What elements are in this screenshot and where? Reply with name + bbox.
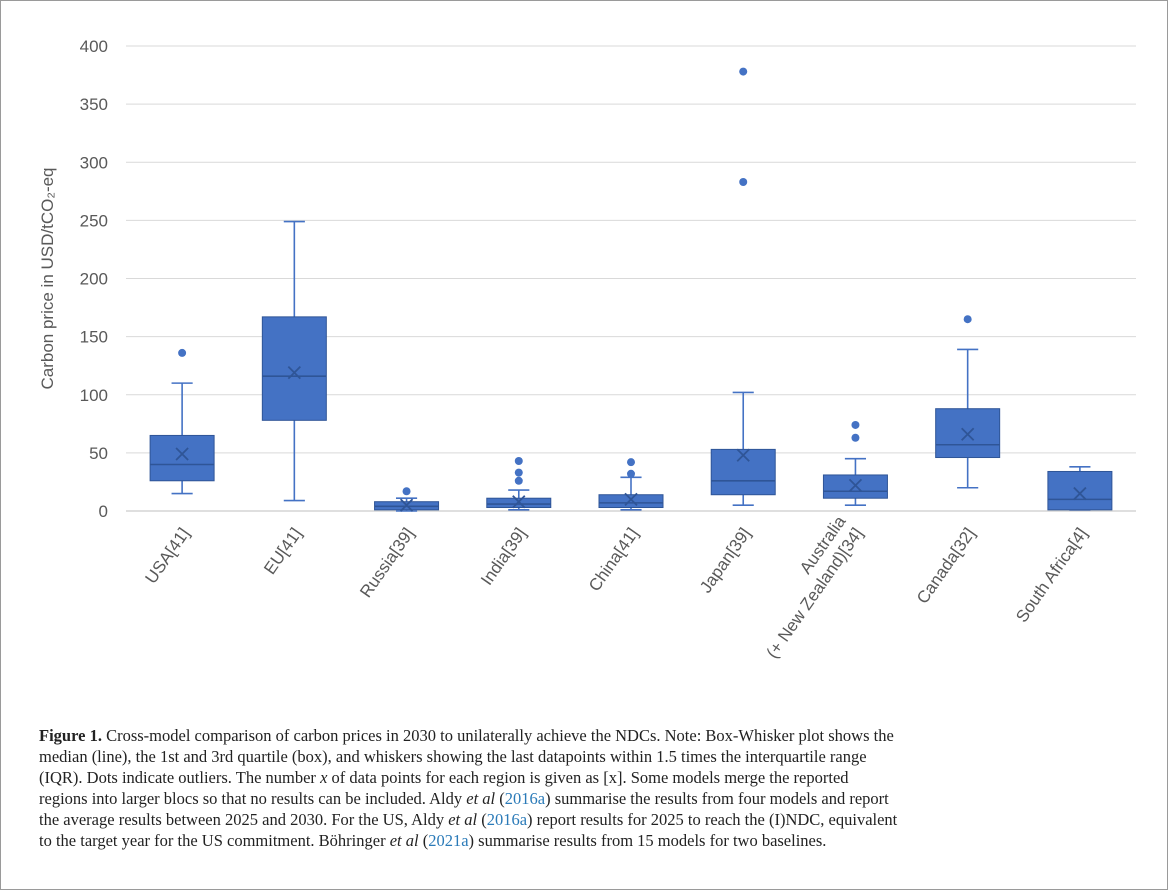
outlier-point bbox=[627, 458, 635, 467]
caption-text: Cross-model comparison of carbon prices … bbox=[101, 726, 894, 745]
outlier-point bbox=[514, 468, 523, 477]
category-label-line: Japan[39] bbox=[696, 524, 754, 596]
caption-text: ) report results for 2025 to reach the (… bbox=[527, 810, 898, 829]
outlier-point bbox=[739, 178, 748, 187]
category-label: China[41] bbox=[585, 524, 642, 595]
figure-caption: Figure 1. Cross-model comparison of carb… bbox=[39, 725, 1139, 851]
mean-marker bbox=[848, 478, 863, 493]
mean-marker bbox=[175, 447, 189, 461]
caption-text: ) summarise results from 15 models for t… bbox=[468, 831, 827, 850]
y-tick-label: 350 bbox=[80, 95, 108, 114]
category-label-line: South Africa[4] bbox=[1012, 524, 1091, 625]
caption-text: et al bbox=[389, 831, 419, 850]
category-label-line: USA[41] bbox=[142, 524, 194, 587]
outlier-point bbox=[514, 457, 523, 466]
outlier-point bbox=[402, 487, 411, 496]
mean-marker bbox=[512, 495, 526, 509]
box-plot-chart: 0 50 100 150 200 250 300 350 400 Carbon price in … bbox=[38, 37, 1136, 662]
box-iqr bbox=[710, 448, 776, 496]
category-label: Russia[39] bbox=[356, 524, 418, 601]
outlier-point bbox=[851, 420, 860, 429]
caption-text: et al bbox=[466, 789, 496, 808]
caption-text: the average results between 2025 and 203… bbox=[39, 810, 449, 829]
y-tick-label: 50 bbox=[89, 444, 108, 463]
box-iqr bbox=[261, 316, 327, 421]
mean-marker bbox=[624, 492, 638, 507]
citation-link[interactable]: 2016a bbox=[486, 810, 528, 829]
caption-text: x bbox=[320, 768, 328, 787]
mean-marker bbox=[287, 366, 301, 380]
caption-text: regions into larger blocs so that no res… bbox=[39, 789, 467, 808]
citation-link[interactable]: 2016a bbox=[504, 789, 546, 808]
mean-marker bbox=[399, 498, 414, 512]
category-label-line: China[41] bbox=[585, 524, 642, 595]
y-tick-label: 0 bbox=[99, 502, 108, 521]
outlier-point bbox=[627, 469, 635, 478]
category-label: South Africa[4] bbox=[1012, 524, 1091, 625]
y-tick-label: 250 bbox=[80, 211, 108, 230]
outlier-point bbox=[963, 315, 972, 324]
caption-text: to the target year for the US commitment… bbox=[39, 831, 390, 850]
category-label: USA[41] bbox=[142, 524, 194, 587]
caption-text: et al bbox=[448, 810, 478, 829]
category-label-line: Russia[39] bbox=[356, 524, 418, 601]
box-iqr bbox=[598, 494, 664, 509]
y-tick-label: 100 bbox=[80, 386, 108, 405]
mean-marker bbox=[961, 427, 975, 441]
category-label-line: Canada[32] bbox=[913, 524, 979, 607]
outlier-point bbox=[514, 476, 523, 485]
caption-text: ( bbox=[418, 831, 429, 850]
caption-text: of data points for each region is given … bbox=[327, 768, 849, 787]
y-tick-label: 300 bbox=[80, 153, 108, 172]
category-label: Canada[32] bbox=[913, 524, 979, 607]
y-axis-label: Carbon price in USD/tCO₂-eq bbox=[38, 167, 57, 389]
category-label-line: EU[41] bbox=[260, 524, 305, 577]
caption-text: ( bbox=[477, 810, 487, 829]
category-label: EU[41] bbox=[260, 524, 305, 577]
category-label: India[39] bbox=[477, 524, 530, 588]
y-tick-label: 150 bbox=[80, 328, 108, 347]
box-iqr bbox=[1047, 470, 1113, 511]
caption-text: ( bbox=[495, 789, 505, 808]
category-label: Japan[39] bbox=[696, 524, 754, 596]
outlier-point bbox=[739, 67, 748, 76]
caption-text: (IQR). Dots indicate outliers. The numbe… bbox=[39, 768, 321, 787]
caption-figure-label: Figure 1. bbox=[39, 726, 102, 745]
caption-text: median (line), the 1st and 3rd quartile … bbox=[39, 747, 867, 766]
outlier-point bbox=[178, 348, 187, 357]
citation-link[interactable]: 2021a bbox=[428, 831, 469, 850]
mean-marker bbox=[736, 448, 750, 462]
y-tick-label: 400 bbox=[80, 37, 108, 56]
category-label-line: India[39] bbox=[477, 524, 530, 588]
y-tick-label: 200 bbox=[80, 270, 108, 289]
category-label: Australia(+ New Zealand)[34] bbox=[745, 512, 867, 662]
caption-text: ) summarise the results from four models… bbox=[545, 789, 889, 808]
box-iqr bbox=[149, 434, 215, 482]
mean-marker bbox=[1073, 486, 1087, 501]
outlier-point bbox=[851, 433, 860, 442]
